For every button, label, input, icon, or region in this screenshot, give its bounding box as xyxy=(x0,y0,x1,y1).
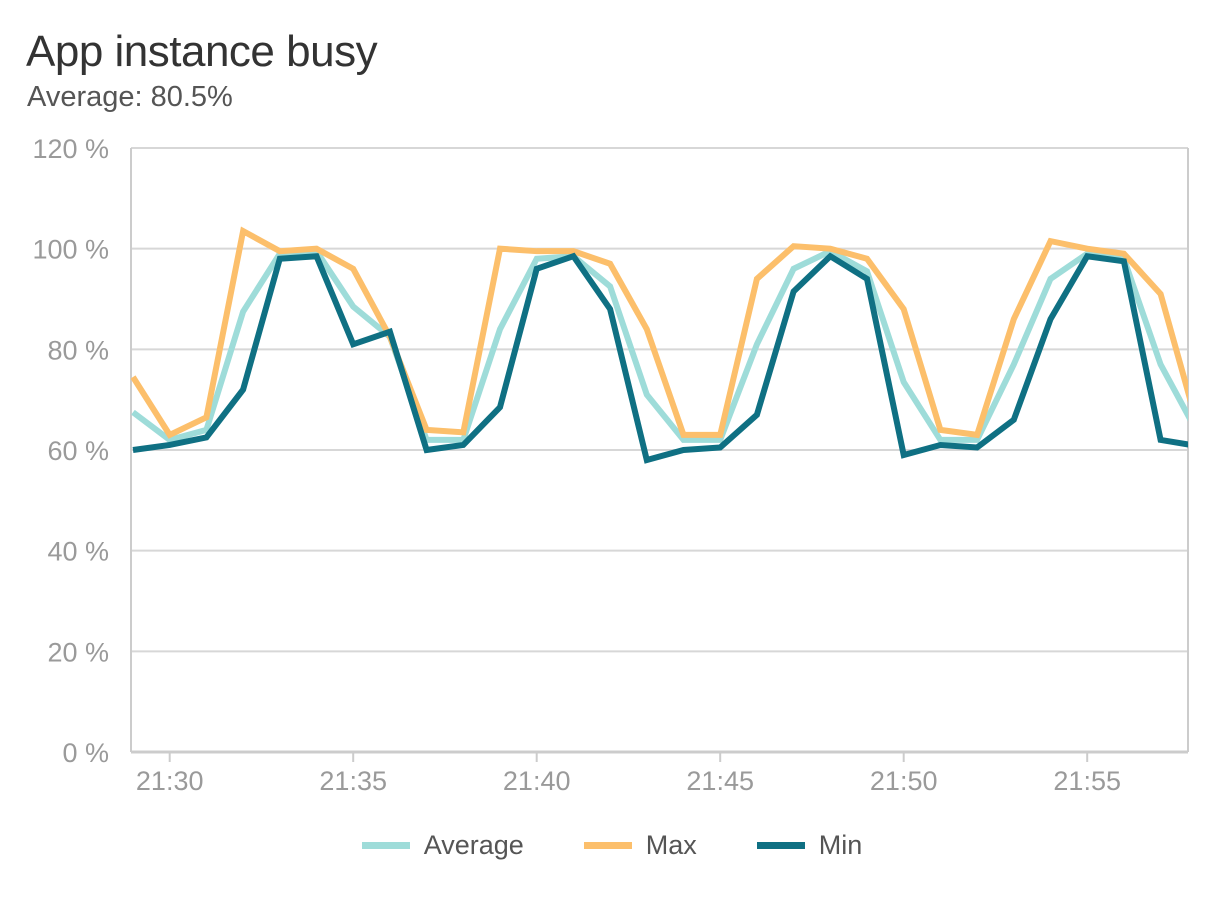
x-tick-label: 21:40 xyxy=(503,766,571,796)
x-tick-label: 21:30 xyxy=(136,766,204,796)
series-line-average xyxy=(131,247,1188,444)
y-tick-label: 60 % xyxy=(47,436,109,466)
y-tick-label: 40 % xyxy=(47,537,109,567)
legend-item-max[interactable]: Max xyxy=(583,830,697,861)
series-lines xyxy=(131,226,1188,464)
tick-labels: 0 % 20 % 40 % 60 % 80 % 100 % 120 % 21:30 21:35 2… xyxy=(32,134,1121,796)
x-tick-label: 21:55 xyxy=(1053,766,1121,796)
legend-swatch-average xyxy=(361,842,410,849)
series-line-max xyxy=(131,226,1188,439)
chart-legend: Average Max Min xyxy=(0,830,1224,861)
y-tick-label: 100 % xyxy=(32,235,109,265)
y-tick-label: 120 % xyxy=(32,134,109,164)
legend-item-min[interactable]: Min xyxy=(756,830,863,861)
y-tick-label: 20 % xyxy=(47,637,109,667)
y-tick-label: 80 % xyxy=(47,335,109,365)
legend-swatch-min xyxy=(756,842,805,849)
legend-label-average: Average xyxy=(423,830,524,860)
chart-subtitle: Average: 80.5% xyxy=(27,81,233,113)
series-line-min xyxy=(132,252,1188,464)
line-chart: 0 % 20 % 40 % 60 % 80 % 100 % 120 % 21:30 21:35 2… xyxy=(32,134,1189,796)
axes xyxy=(130,148,1189,762)
y-tick-label: 0 % xyxy=(62,738,109,768)
legend-item-average[interactable]: Average xyxy=(361,830,524,861)
legend-label-min: Min xyxy=(818,830,863,860)
chart-title: App instance busy xyxy=(26,27,378,76)
legend-swatch-max xyxy=(583,842,632,849)
x-tick-label: 21:45 xyxy=(686,766,754,796)
x-tick-label: 21:50 xyxy=(870,766,938,796)
x-tick-label: 21:35 xyxy=(319,766,387,796)
legend-label-max: Max xyxy=(645,830,697,860)
grid-lines xyxy=(131,147,1188,653)
